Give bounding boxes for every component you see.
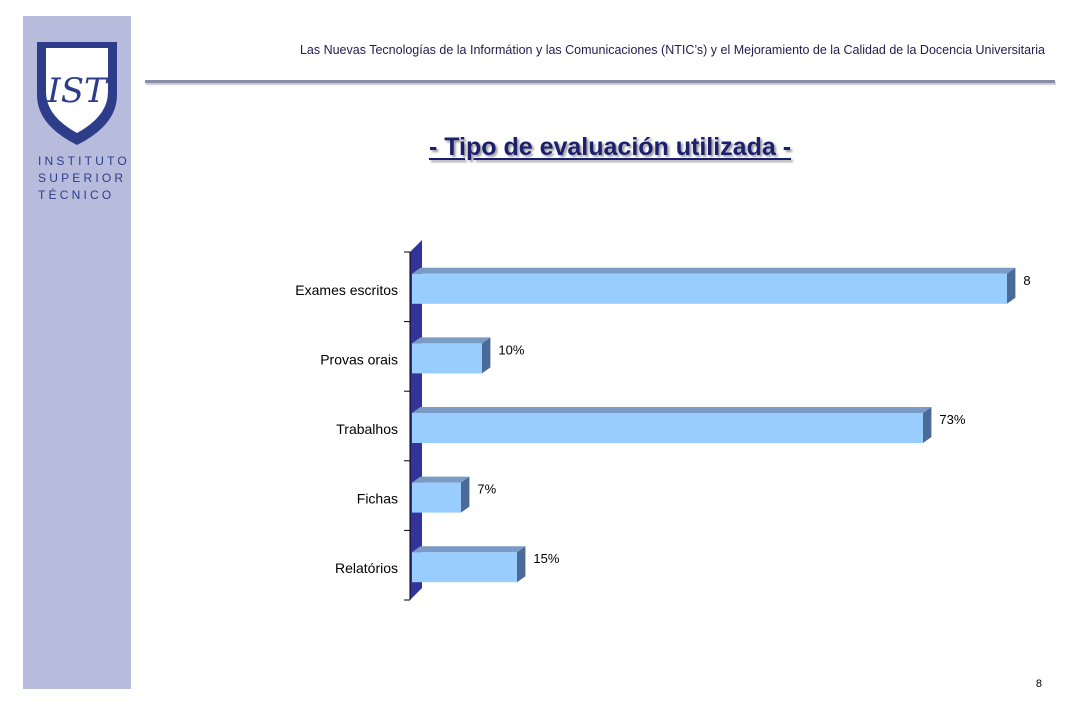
slide-title: - Tipo de evaluación utilizada - (428, 133, 792, 161)
bar-side-face (461, 476, 470, 513)
category-label: Trabalhos (336, 421, 398, 437)
category-label: Fichas (357, 491, 398, 507)
bar-side-face (1007, 267, 1016, 304)
bar (412, 413, 923, 443)
category-label: Provas orais (320, 351, 398, 367)
bar-side-face (923, 407, 932, 443)
bar (412, 343, 482, 374)
category-label: Exames escritos (295, 282, 398, 298)
logo-shield-inner (46, 48, 108, 133)
category-label: Relatórios (335, 560, 398, 576)
logo-mark: IST (46, 71, 109, 111)
value-label: 73% (939, 412, 965, 427)
bar (412, 273, 1007, 304)
ist-logo: IST (37, 42, 117, 145)
header-divider (145, 80, 1055, 83)
header-text: Las Nuevas Tecnologías de la Informátion… (299, 43, 1045, 57)
logo-line-3: TÉCNICO (38, 188, 115, 202)
bar (412, 482, 461, 513)
logo-line-2: SUPERIOR (38, 171, 127, 185)
bar-chart: Exames escritos 85% Provas orais 10% Trabalh… (295, 240, 1030, 601)
value-label: 15% (533, 551, 559, 566)
bar-top-face (412, 337, 491, 344)
bar-side-face (517, 546, 526, 583)
bar-top-face (412, 546, 526, 553)
value-label: 85% (1023, 273, 1030, 288)
bar-top-face (412, 476, 470, 483)
bar-side-face (482, 337, 491, 374)
page-number: 8 (1035, 678, 1042, 690)
bar-top-face (412, 407, 932, 413)
value-label: 7% (477, 482, 496, 497)
bar-top-face (412, 267, 1016, 274)
bar (412, 552, 517, 583)
logo-line-1: INSTITUTO (38, 154, 130, 168)
value-label: 10% (498, 342, 524, 357)
